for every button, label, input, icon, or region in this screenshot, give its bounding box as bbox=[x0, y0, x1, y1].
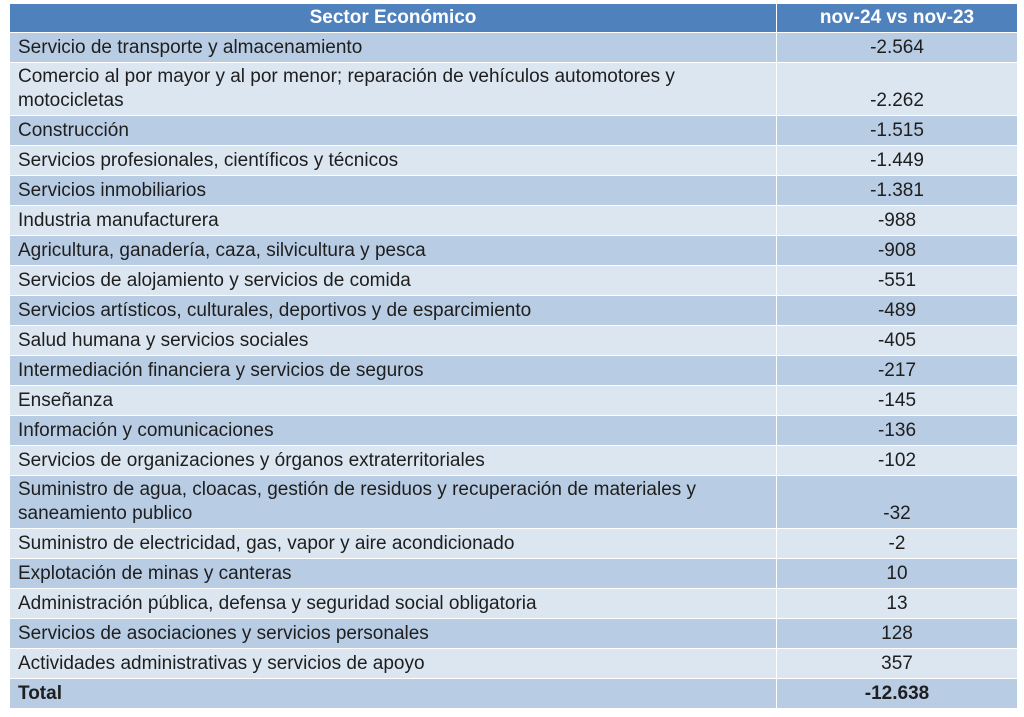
table-row: Servicios profesionales, científicos y t… bbox=[9, 145, 1018, 176]
table-row: Servicios inmobiliarios -1.381 bbox=[9, 175, 1018, 206]
sector-cell: Comercio al por mayor y al por menor; re… bbox=[9, 62, 777, 116]
table-row: Suministro de agua, cloacas, gestión de … bbox=[9, 475, 1018, 529]
header-row: Sector Económico nov-24 vs nov-23 bbox=[9, 3, 1018, 33]
table-row: Servicios de alojamiento y servicios de … bbox=[9, 265, 1018, 296]
value-cell: -988 bbox=[776, 205, 1018, 236]
value-cell: -405 bbox=[776, 325, 1018, 356]
sector-cell: Servicios artísticos, culturales, deport… bbox=[9, 295, 777, 326]
value-cell: -32 bbox=[776, 475, 1018, 529]
table-row: Total -12.638 bbox=[9, 678, 1018, 709]
table-row: Información y comunicaciones -136 bbox=[9, 415, 1018, 446]
value-cell: -1.381 bbox=[776, 175, 1018, 206]
sector-cell: Intermediación financiera y servicios de… bbox=[9, 355, 777, 386]
sector-cell: Información y comunicaciones bbox=[9, 415, 777, 446]
value-cell: 10 bbox=[776, 558, 1018, 589]
table-row: Servicios artísticos, culturales, deport… bbox=[9, 295, 1018, 326]
data-table: Sector Económico nov-24 vs nov-23 Servic… bbox=[9, 3, 1018, 709]
sector-cell: Total bbox=[9, 678, 777, 709]
value-cell: -136 bbox=[776, 415, 1018, 446]
value-cell: -489 bbox=[776, 295, 1018, 326]
table-row: Agricultura, ganadería, caza, silvicultu… bbox=[9, 235, 1018, 266]
table-row: Industria manufacturera -988 bbox=[9, 205, 1018, 236]
sector-cell: Servicio de transporte y almacenamiento bbox=[9, 32, 777, 63]
sector-cell: Explotación de minas y canteras bbox=[9, 558, 777, 589]
sector-cell: Servicios de organizaciones y órganos ex… bbox=[9, 445, 777, 476]
sector-cell: Construcción bbox=[9, 115, 777, 146]
table-row: Comercio al por mayor y al por menor; re… bbox=[9, 62, 1018, 116]
value-cell: -1.515 bbox=[776, 115, 1018, 146]
table-row: Administración pública, defensa y seguri… bbox=[9, 588, 1018, 619]
value-cell: -1.449 bbox=[776, 145, 1018, 176]
table-row: Construcción -1.515 bbox=[9, 115, 1018, 146]
table-row: Suministro de electricidad, gas, vapor y… bbox=[9, 528, 1018, 559]
sector-cell: Servicios inmobiliarios bbox=[9, 175, 777, 206]
table-row: Salud humana y servicios sociales -405 bbox=[9, 325, 1018, 356]
sector-cell: Salud humana y servicios sociales bbox=[9, 325, 777, 356]
value-cell: 357 bbox=[776, 648, 1018, 679]
value-cell: -217 bbox=[776, 355, 1018, 386]
sector-cell: Actividades administrativas y servicios … bbox=[9, 648, 777, 679]
value-cell: -2.262 bbox=[776, 62, 1018, 116]
value-cell: -2.564 bbox=[776, 32, 1018, 63]
table-row: Servicios de asociaciones y servicios pe… bbox=[9, 618, 1018, 649]
table-row: Intermediación financiera y servicios de… bbox=[9, 355, 1018, 386]
table-row: Explotación de minas y canteras 10 bbox=[9, 558, 1018, 589]
table-row: Servicios de organizaciones y órganos ex… bbox=[9, 445, 1018, 476]
column-header: Sector Económico bbox=[9, 3, 777, 33]
table-row: Enseñanza -145 bbox=[9, 385, 1018, 416]
value-cell: 128 bbox=[776, 618, 1018, 649]
table-row: Servicio de transporte y almacenamiento -… bbox=[9, 32, 1018, 63]
column-header: nov-24 vs nov-23 bbox=[776, 3, 1018, 33]
value-cell: -12.638 bbox=[776, 678, 1018, 709]
sector-cell: Administración pública, defensa y seguri… bbox=[9, 588, 777, 619]
value-cell: 13 bbox=[776, 588, 1018, 619]
value-cell: -551 bbox=[776, 265, 1018, 296]
sector-cell: Servicios de alojamiento y servicios de … bbox=[9, 265, 777, 296]
sector-cell: Agricultura, ganadería, caza, silvicultu… bbox=[9, 235, 777, 266]
sector-cell: Suministro de electricidad, gas, vapor y… bbox=[9, 528, 777, 559]
sector-cell: Enseñanza bbox=[9, 385, 777, 416]
sector-cell: Servicios profesionales, científicos y t… bbox=[9, 145, 777, 176]
sector-cell: Suministro de agua, cloacas, gestión de … bbox=[9, 475, 777, 529]
value-cell: -145 bbox=[776, 385, 1018, 416]
table-row: Actividades administrativas y servicios … bbox=[9, 648, 1018, 679]
value-cell: -102 bbox=[776, 445, 1018, 476]
sector-cell: Industria manufacturera bbox=[9, 205, 777, 236]
sector-cell: Servicios de asociaciones y servicios pe… bbox=[9, 618, 777, 649]
value-cell: -2 bbox=[776, 528, 1018, 559]
value-cell: -908 bbox=[776, 235, 1018, 266]
